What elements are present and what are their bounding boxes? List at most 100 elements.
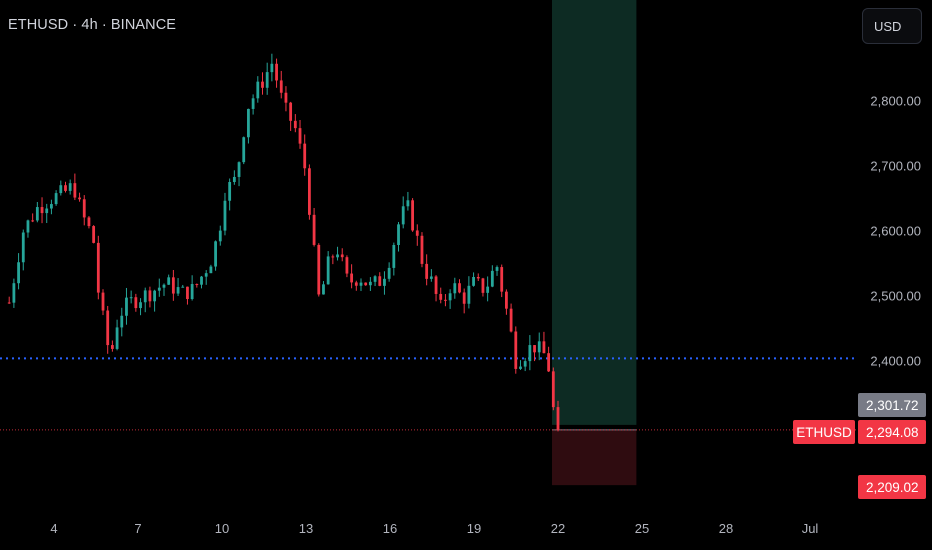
candle-body: [265, 72, 269, 88]
candle-body: [387, 267, 391, 279]
candle-body: [462, 292, 466, 304]
candle-body: [331, 256, 335, 258]
y-tick-label: 2,800.00: [870, 93, 921, 109]
candle-body: [7, 302, 11, 304]
candle-body: [190, 284, 194, 300]
candle-body: [354, 282, 358, 286]
candle-body: [336, 254, 339, 258]
candle-body: [256, 81, 260, 99]
candle-body: [228, 182, 232, 201]
candle-body: [420, 235, 424, 264]
guide-lines: [0, 357, 856, 431]
candle-body: [481, 278, 485, 293]
candle-body: [125, 297, 128, 316]
candle-body: [514, 331, 518, 369]
candle-body: [214, 241, 217, 267]
candle-body: [397, 224, 400, 246]
candle-body: [523, 361, 527, 367]
target-price-tag: 2,301.72: [858, 393, 926, 417]
candle-body: [467, 285, 471, 304]
candle-body: [148, 290, 152, 302]
candle-body: [134, 297, 138, 309]
candle-body: [293, 120, 297, 129]
candle-body: [453, 283, 457, 294]
candle-body: [251, 98, 255, 109]
candle-body: [237, 162, 241, 177]
candle-body: [472, 277, 475, 286]
candle-body: [340, 254, 344, 258]
candle-body: [312, 214, 316, 245]
candle-body: [21, 232, 25, 263]
candle-body: [200, 276, 203, 285]
candle-body: [115, 327, 119, 349]
candle-body: [261, 81, 264, 88]
candle-body: [96, 242, 100, 293]
last-price-tag: 2,294.08: [858, 420, 926, 444]
candle-body: [59, 185, 63, 194]
candle-body: [556, 407, 560, 430]
x-tick-label: 4: [50, 521, 58, 536]
candle-body: [500, 267, 504, 292]
candle-body: [519, 366, 522, 369]
candle-body: [101, 292, 105, 311]
candle-body: [209, 266, 213, 274]
x-tick-label: 25: [634, 521, 650, 536]
x-tick-label: 10: [214, 521, 230, 536]
candle-body: [289, 102, 293, 121]
candle-body: [64, 185, 67, 191]
symbol-price-tag: ETHUSD: [793, 420, 855, 444]
candle-body: [509, 308, 513, 332]
candle-body: [167, 277, 171, 285]
candle-body: [153, 290, 157, 302]
x-tick-label: 19: [466, 521, 482, 536]
candle-body: [429, 276, 433, 279]
candle-body: [73, 183, 77, 198]
candle-body: [218, 230, 222, 242]
profit-zone: [552, 0, 637, 425]
candle-body: [495, 267, 499, 271]
candle-body: [476, 277, 480, 279]
candle-body: [87, 217, 91, 227]
candle-body: [92, 226, 96, 243]
candle-body: [401, 206, 405, 225]
y-tick-label: 2,400.00: [870, 353, 921, 369]
candle-body: [181, 286, 185, 288]
candle-body: [303, 143, 307, 169]
candle-body: [78, 197, 81, 200]
x-tick-label: 13: [298, 521, 314, 536]
candle-body: [176, 287, 180, 294]
candle-body: [54, 193, 58, 205]
candle-body: [298, 128, 302, 144]
candle-body: [195, 284, 199, 286]
candle-body: [411, 200, 414, 231]
y-tick-label: 2,600.00: [870, 223, 921, 239]
candle-body: [528, 345, 532, 362]
y-tick-label: 2,700.00: [870, 158, 921, 174]
y-tick-label: 2,500.00: [870, 288, 921, 304]
candle-body: [68, 183, 72, 191]
candle-body: [505, 291, 508, 309]
candle-body: [50, 204, 53, 209]
x-tick-label: 28: [718, 521, 734, 536]
candle-body: [242, 137, 246, 163]
candle-body: [326, 256, 330, 285]
candle-body: [364, 282, 368, 286]
candle-body: [542, 341, 546, 354]
candle-body: [247, 108, 250, 138]
currency-button[interactable]: USD: [862, 8, 922, 44]
candle-body: [378, 276, 382, 286]
candle-body: [425, 263, 429, 279]
candle-body: [317, 244, 321, 295]
candle-body: [186, 286, 189, 300]
position-zones: [552, 0, 637, 486]
candle-body: [486, 286, 490, 293]
candle-body: [415, 230, 419, 236]
candle-body: [232, 176, 236, 183]
candle-body: [31, 220, 35, 222]
candle-body: [106, 310, 110, 346]
candle-body: [368, 281, 372, 286]
x-tick-label: Jul: [801, 521, 819, 536]
candle-body: [458, 283, 461, 293]
candle-body: [35, 207, 39, 221]
